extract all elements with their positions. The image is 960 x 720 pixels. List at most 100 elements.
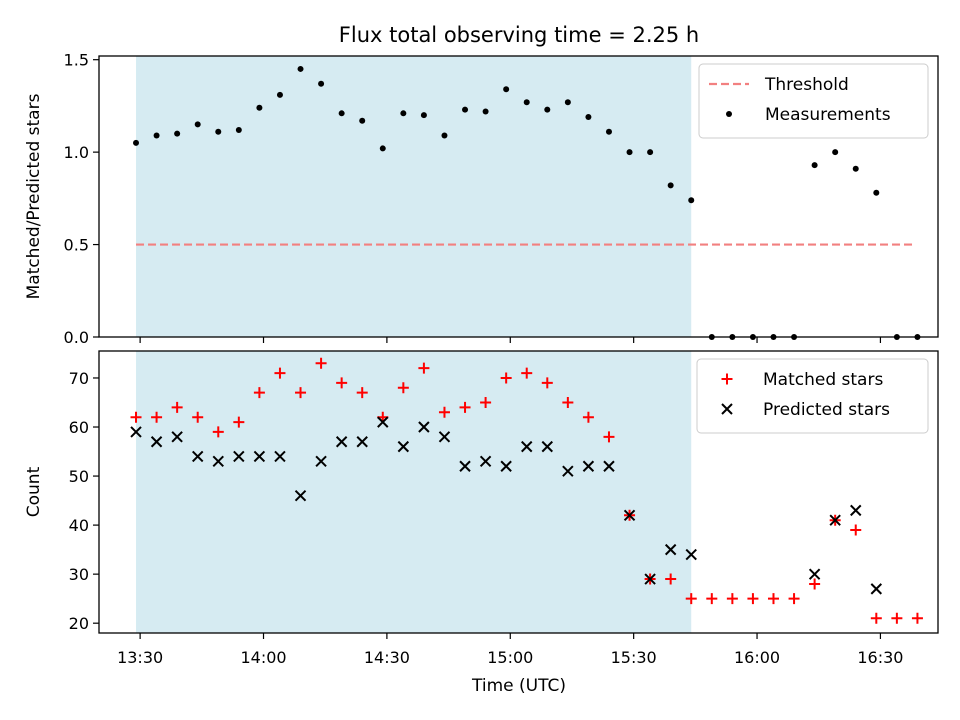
data-point [356, 387, 368, 399]
x-axis-label: Time (UTC) [471, 676, 566, 696]
data-point [336, 377, 348, 389]
y-axis-label: Count [24, 466, 44, 517]
data-point [133, 139, 140, 146]
data-point [562, 396, 574, 408]
data-point [379, 145, 386, 152]
y-tick-label: 50 [69, 467, 89, 486]
data-point [811, 162, 818, 169]
data-point [685, 593, 697, 605]
y-tick-label: 1.5 [64, 51, 89, 70]
data-point [479, 455, 492, 468]
data-point [130, 411, 142, 423]
y-tick-label: 20 [69, 614, 89, 633]
observing-span-shade [136, 351, 692, 633]
data-point [891, 612, 903, 624]
data-point [541, 377, 553, 389]
data-point [523, 99, 530, 106]
data-point [151, 411, 163, 423]
legend-x-marker [721, 403, 733, 415]
data-point [418, 421, 430, 433]
data-point [500, 460, 512, 472]
y-tick-label: 0.5 [64, 236, 89, 255]
data-point [294, 489, 307, 502]
data-point [171, 401, 183, 413]
data-point [603, 431, 615, 443]
x-tick-label: 14:00 [240, 648, 286, 667]
data-point [788, 593, 800, 605]
data-point [541, 440, 553, 453]
data-point [191, 450, 204, 463]
data-point [150, 436, 163, 448]
data-point [212, 455, 224, 468]
data-point [809, 578, 821, 590]
data-point [315, 357, 327, 369]
x-tick-label: 13:30 [117, 648, 163, 667]
legend-frame [696, 358, 929, 434]
data-point [274, 367, 286, 379]
data-point [462, 106, 469, 113]
data-point [171, 431, 183, 443]
data-point [482, 108, 489, 115]
data-point [295, 387, 307, 399]
data-point [747, 593, 759, 605]
series-matched-stars [130, 357, 923, 624]
data-point [585, 114, 592, 121]
data-point [212, 426, 224, 438]
data-point [397, 382, 409, 394]
observing-span-shade [136, 56, 692, 337]
data-point [870, 612, 882, 624]
data-point [480, 396, 492, 408]
axes-frame [98, 55, 939, 338]
data-point [459, 460, 471, 472]
data-point [297, 65, 304, 72]
data-point [400, 110, 407, 117]
data-point [726, 593, 738, 605]
data-point [420, 112, 427, 119]
y-tick-label: 30 [69, 565, 89, 584]
data-point [359, 117, 366, 124]
y-tick-label: 0.0 [64, 328, 89, 347]
top-panel: 0.0 0.5 1.0 1.5 Matched/Predicted stars Thres… [24, 51, 939, 347]
legend: Threshold Measurements [698, 63, 929, 139]
data-point [503, 86, 510, 93]
data-point [235, 126, 242, 133]
data-point [582, 411, 594, 423]
data-point [665, 573, 677, 585]
bottom-panel: 20 30 40 50 60 70 13:30 14:00 14:30 15:00 15:30 16:… [24, 350, 939, 667]
legend: Matched stars Predicted stars [696, 358, 929, 434]
data-point [685, 548, 697, 561]
data-point [438, 406, 450, 418]
y-tick-label: 40 [69, 516, 89, 535]
legend-label: Measurements [765, 105, 891, 125]
data-point [521, 440, 533, 453]
series-predicted-stars [130, 416, 883, 595]
data-point [706, 593, 718, 605]
data-point [418, 362, 430, 374]
data-point [318, 80, 325, 87]
data-point [256, 104, 263, 111]
data-point [276, 91, 283, 98]
data-point [438, 431, 451, 443]
chart-title: Flux total observing time = 2.25 h [339, 23, 699, 47]
data-point [852, 165, 859, 172]
data-point [832, 149, 839, 156]
data-point [274, 450, 286, 463]
data-point [356, 436, 368, 448]
data-point [829, 514, 841, 526]
data-point [397, 440, 410, 453]
series-measurements [133, 65, 921, 340]
x-tick-label: 15:00 [487, 648, 533, 667]
data-point [130, 426, 142, 438]
data-point [500, 372, 512, 384]
data-point [808, 568, 821, 580]
data-point [688, 197, 695, 204]
y-tick-label: 1.0 [64, 143, 89, 162]
data-point [626, 149, 633, 156]
data-point [850, 524, 862, 536]
data-point [215, 128, 222, 135]
data-point [873, 189, 880, 196]
data-point [253, 450, 266, 463]
data-point [315, 455, 327, 468]
x-tick-label: 16:30 [857, 648, 903, 667]
data-point [870, 583, 883, 595]
